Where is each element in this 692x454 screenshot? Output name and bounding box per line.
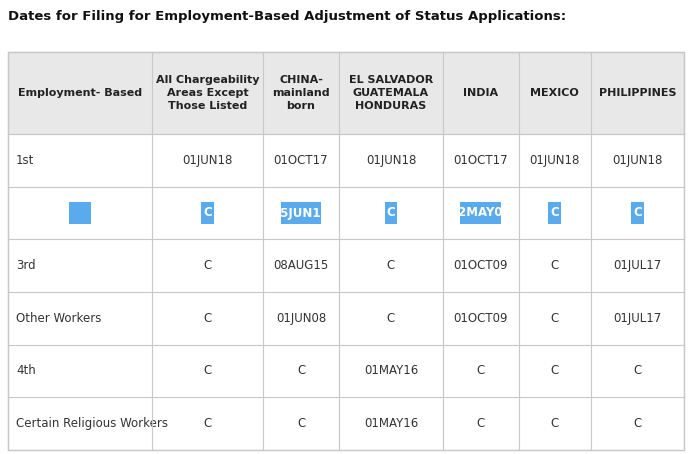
Text: 01JUN18: 01JUN18 [183,154,233,167]
Text: 08AUG15: 08AUG15 [273,259,329,272]
Text: C: C [550,417,558,430]
Text: C: C [203,365,212,377]
Text: 2nd: 2nd [16,207,41,219]
Bar [8,52,684,450]
FancyBboxPatch shape [69,202,91,224]
Bar [8,52,684,134]
Text: 01JUN18: 01JUN18 [366,154,416,167]
Text: 22MAY09: 22MAY09 [450,207,511,219]
Text: C: C [477,365,485,377]
Text: C: C [550,259,558,272]
Text: 01JUN08: 01JUN08 [276,312,326,325]
Text: 01OCT09: 01OCT09 [453,312,508,325]
Text: Employment- Based: Employment- Based [18,88,142,98]
FancyBboxPatch shape [281,202,321,224]
Text: C: C [633,365,641,377]
Text: 01JUN18: 01JUN18 [612,154,662,167]
Text: C: C [387,207,395,219]
Text: C: C [477,417,485,430]
Text: 01OCT17: 01OCT17 [274,154,329,167]
Text: C: C [550,312,558,325]
Text: C: C [203,417,212,430]
Text: 01OCT09: 01OCT09 [453,259,508,272]
Text: 4th: 4th [16,365,36,377]
Text: 01MAY16: 01MAY16 [364,365,418,377]
Text: C: C [203,259,212,272]
Text: C: C [203,312,212,325]
Text: 15JUN15: 15JUN15 [273,207,329,219]
Text: 1st: 1st [16,154,35,167]
Text: Certain Religious Workers: Certain Religious Workers [16,417,168,430]
Text: 01JUL17: 01JUL17 [613,312,662,325]
Text: C: C [203,207,212,219]
Text: INDIA: INDIA [463,88,498,98]
FancyBboxPatch shape [201,202,214,224]
FancyBboxPatch shape [460,202,501,224]
Text: EL SALVADOR
GUATEMALA
HONDURAS: EL SALVADOR GUATEMALA HONDURAS [349,75,433,111]
FancyBboxPatch shape [631,202,644,224]
Text: C: C [633,207,641,219]
Text: MEXICO: MEXICO [530,88,579,98]
Text: All Chargeability
Areas Except
Those Listed: All Chargeability Areas Except Those Lis… [156,75,260,111]
Text: C: C [387,312,395,325]
Text: C: C [550,365,558,377]
FancyBboxPatch shape [385,202,397,224]
Text: C: C [297,417,305,430]
Text: Other Workers: Other Workers [16,312,101,325]
Text: 01OCT17: 01OCT17 [453,154,508,167]
Text: C: C [550,207,559,219]
Text: C: C [633,417,641,430]
Text: CHINA-
mainland
born: CHINA- mainland born [272,75,330,111]
Text: 01JUN18: 01JUN18 [529,154,580,167]
Text: C: C [297,365,305,377]
Text: 3rd: 3rd [16,259,35,272]
Text: Dates for Filing for Employment-Based Adjustment of Status Applications:: Dates for Filing for Employment-Based Ad… [8,10,566,23]
Text: 01MAY16: 01MAY16 [364,417,418,430]
Text: PHILIPPINES: PHILIPPINES [599,88,676,98]
Text: C: C [387,259,395,272]
FancyBboxPatch shape [548,202,561,224]
Text: 01JUL17: 01JUL17 [613,259,662,272]
